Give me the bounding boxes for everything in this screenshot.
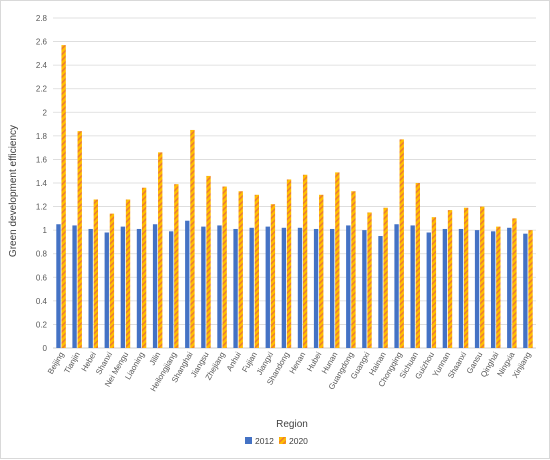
x-tick-label: Henan <box>288 351 308 376</box>
bar-2012-heilongjiang <box>169 231 174 348</box>
legend-label-2012: 2012 <box>255 436 274 446</box>
x-tick-label: Jilin <box>148 351 163 367</box>
gridlines <box>53 17 536 349</box>
legend: 2012 2020 <box>245 436 308 446</box>
y-tick-label: 2.4 <box>36 61 48 70</box>
y-tick-label: 0.4 <box>36 297 48 306</box>
bar-2020-fujian <box>254 194 259 348</box>
bar-2020-guizhou <box>431 217 437 348</box>
bar-2020-jiangsu <box>206 175 211 348</box>
bar-2012-guangxi <box>362 230 367 348</box>
y-tick-label: 1.6 <box>36 155 48 164</box>
y-tick-label: 0.8 <box>36 250 48 259</box>
bar-2012-tianjin <box>72 225 77 348</box>
x-axis-title: Region <box>276 419 308 430</box>
bar-2020-zhejiang <box>222 186 227 348</box>
y-tick-label: 1.8 <box>36 132 48 141</box>
bar-2020-shaanxi <box>463 207 469 348</box>
bar-2012-qinghai <box>491 231 496 348</box>
bar-2012-henan <box>297 227 303 348</box>
y-tick-label: 2.8 <box>36 14 48 23</box>
bars <box>56 45 533 349</box>
legend-swatch-2020 <box>279 437 286 444</box>
bar-2012-gansu <box>474 230 480 348</box>
bar-2012-hubei <box>313 228 319 348</box>
bar-2012-beijing <box>56 224 61 348</box>
y-tick-label: 2 <box>43 108 48 117</box>
bar-2020-hebei <box>93 199 98 348</box>
bar-2012-hebei <box>88 228 93 348</box>
y-tick-label: 0.2 <box>36 320 48 329</box>
bar-2012-yunnan <box>442 228 448 348</box>
bar-2020-tianjin <box>77 131 82 348</box>
bar-2012-xinjiang <box>523 233 528 348</box>
bar-2020-xinjiang <box>528 230 533 348</box>
bar-2020-shanghai <box>190 129 195 348</box>
bar-2020-chongqing <box>399 139 404 348</box>
y-tick-label: 2.2 <box>36 85 48 94</box>
bar-2020-henan <box>302 174 308 348</box>
y-tick-label: 2.6 <box>36 38 48 47</box>
bar-2012-guangdong <box>346 225 351 348</box>
y-tick-label: 1.2 <box>36 203 48 212</box>
bar-2020-heilongjiang <box>174 184 179 348</box>
bar-2020-shandong <box>286 179 292 348</box>
y-tick-label: 0.6 <box>36 273 48 282</box>
y-tick-label: 1.4 <box>36 179 48 188</box>
bar-2020-hunan <box>335 172 340 348</box>
bar-2012-jilin <box>152 224 158 348</box>
bar-2012-zhejiang <box>217 225 222 348</box>
bar-2012-nei-mengu <box>120 226 126 348</box>
bar-2020-hainan <box>383 207 388 348</box>
bar-2012-shandong <box>281 227 287 348</box>
bar-2012-sichuan <box>410 225 415 348</box>
bar-2012-guizhou <box>426 232 431 348</box>
bar-2020-jiangxi <box>270 204 276 348</box>
legend-swatch-2012 <box>245 437 252 444</box>
bar-2020-anhui <box>238 191 243 348</box>
bar-2012-anhui <box>233 228 238 348</box>
bar-2012-shaanxi <box>458 228 464 348</box>
bar-2020-nei-mengu <box>125 199 131 348</box>
bar-2020-gansu <box>480 206 485 348</box>
bar-2020-liaoning <box>141 187 147 348</box>
bar-2012-hainan <box>378 236 383 348</box>
bar-2020-jilin <box>158 152 163 348</box>
bar-2012-jiangsu <box>201 226 206 348</box>
bar-2020-hubei <box>319 194 324 348</box>
bar-2020-guangxi <box>367 212 372 348</box>
y-tick-label: 0 <box>43 344 48 353</box>
x-tick-label: Tianjin <box>62 351 81 376</box>
bar-2020-yunnan <box>447 210 453 348</box>
bar-2020-sichuan <box>415 183 420 348</box>
bar-2012-fujian <box>249 227 254 348</box>
bar-2012-ningxia <box>507 227 512 348</box>
bar-2020-guangdong <box>351 191 356 348</box>
bar-2012-liaoning <box>136 228 142 348</box>
bar-2012-hunan <box>330 228 335 348</box>
bar-2012-shanghai <box>185 220 190 348</box>
y-tick-label: 1 <box>43 226 48 235</box>
bar-2012-jiangxi <box>265 226 270 348</box>
bar-2020-ningxia <box>512 218 517 348</box>
bar-2020-shanxi <box>109 213 115 348</box>
y-tick-labels: 0 0.2 0.4 0.6 0.8 1 1.2 1.4 1.6 1.8 2 2.2 2.4 2.6 2.8 <box>36 14 48 353</box>
bar-2020-qinghai <box>496 226 501 348</box>
bar-2012-chongqing <box>394 224 399 348</box>
y-axis-title: Green development efficiency <box>8 125 19 257</box>
bar-2012-shanxi <box>104 232 109 348</box>
bar-2020-beijing <box>61 45 66 349</box>
legend-label-2020: 2020 <box>289 436 308 446</box>
